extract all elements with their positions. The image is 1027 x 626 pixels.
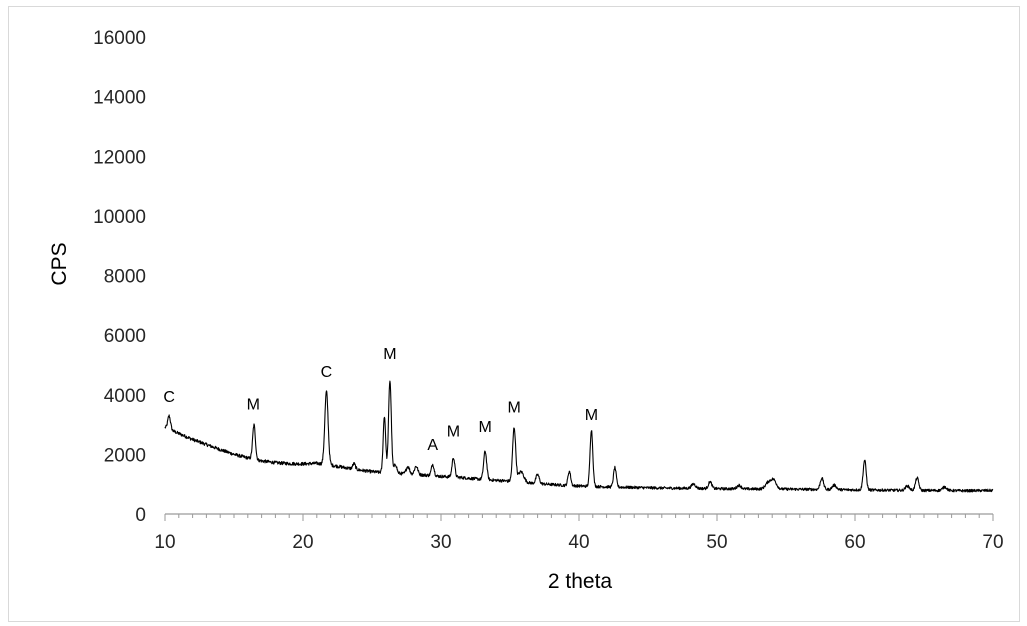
- y-axis-title: CPS: [48, 242, 71, 285]
- series-layer: [164, 380, 994, 493]
- x-tick-label: 20: [292, 532, 313, 553]
- peak-annotation: M: [383, 346, 396, 363]
- x-tick-label: 10: [154, 532, 175, 553]
- y-tick-label: 4000: [104, 386, 146, 407]
- peak-annotation: M: [585, 407, 598, 424]
- peak-annotation: C: [163, 389, 175, 406]
- y-tick-label: 0: [135, 505, 146, 526]
- x-tick-label: 30: [430, 532, 451, 553]
- peak-annotation: A: [427, 437, 438, 454]
- x-tick-label: 70: [982, 532, 1003, 553]
- y-tick-label: 10000: [93, 207, 146, 228]
- peak-annotation: M: [447, 423, 460, 440]
- x-axis: 10 20 30 40 50 60 70: [154, 513, 1004, 553]
- peak-annotation: M: [478, 419, 491, 436]
- x-axis-title: 2 theta: [548, 570, 613, 593]
- y-tick-label: 12000: [93, 147, 146, 168]
- peak-annotation: M: [247, 397, 260, 414]
- peak-annotation: M: [507, 400, 520, 417]
- x-tick-label: 60: [844, 532, 865, 553]
- y-tick-label: 2000: [104, 445, 146, 466]
- x-tick-label: 40: [568, 532, 589, 553]
- series-line: [164, 380, 994, 493]
- y-tick-label: 8000: [104, 267, 146, 288]
- y-tick-label: 16000: [93, 28, 146, 49]
- peak-annotation: C: [321, 364, 333, 381]
- y-axis-ticks: 0 2000 4000 6000 8000 10000 12000 14000 16000: [93, 28, 146, 526]
- y-tick-label: 6000: [104, 326, 146, 347]
- y-tick-label: 14000: [93, 88, 146, 109]
- x-tick-label: 50: [706, 532, 727, 553]
- chart-frame: [8, 6, 1020, 622]
